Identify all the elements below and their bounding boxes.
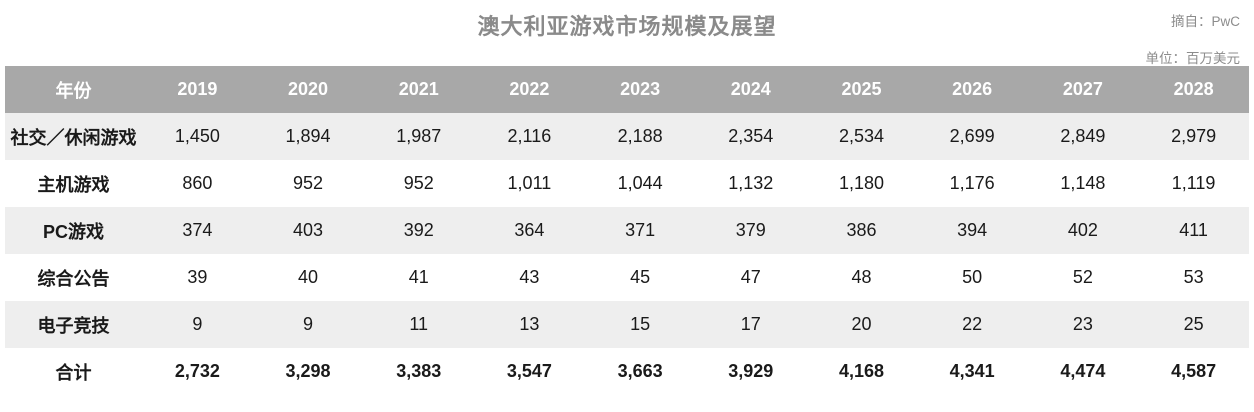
- row-label: 综合公告: [5, 254, 142, 301]
- cell-value: 4,587: [1138, 348, 1249, 395]
- cell-value: 374: [142, 207, 253, 254]
- cell-value: 3,547: [474, 348, 585, 395]
- column-header: 2024: [695, 66, 807, 113]
- cell-value: 1,987: [363, 113, 475, 160]
- table-row: 社交／休闲游戏 1,450 1,894 1,987 2,116 2,188 2,354 2,5…: [5, 113, 1249, 160]
- cell-value: 364: [474, 207, 585, 254]
- cell-value: 3,383: [363, 348, 475, 395]
- cell-value: 4,341: [916, 348, 1028, 395]
- source-note: 摘自：PwC: [1170, 14, 1240, 29]
- cell-value: 402: [1027, 207, 1139, 254]
- cell-value: 411: [1138, 207, 1249, 254]
- row-label: PC游戏: [5, 207, 142, 254]
- cell-value: 39: [142, 254, 253, 301]
- cell-value: 13: [474, 301, 585, 348]
- cell-value: 1,176: [916, 160, 1028, 207]
- cell-value: 52: [1027, 254, 1139, 301]
- cell-value: 22: [916, 301, 1028, 348]
- cell-value: 17: [695, 301, 807, 348]
- table-header: 年份 2019 2020 2021 2022 2023 2024 2025 20…: [5, 66, 1249, 113]
- cell-value: 2,849: [1027, 113, 1139, 160]
- column-header-year: 年份: [5, 66, 142, 113]
- cell-value: 23: [1027, 301, 1139, 348]
- cell-value: 4,168: [806, 348, 917, 395]
- cell-value: 2,354: [695, 113, 807, 160]
- cell-value: 386: [806, 207, 917, 254]
- column-header: 2022: [474, 66, 585, 113]
- table-row: 电子竞技 9 9 11 13 15 17 20 22 23 25: [5, 301, 1249, 348]
- table-row: 综合公告 39 40 41 43 45 47 48 50 52 53: [5, 254, 1249, 301]
- cell-value: 53: [1138, 254, 1249, 301]
- cell-value: 1,148: [1027, 160, 1139, 207]
- cell-value: 1,450: [142, 113, 253, 160]
- cell-value: 1,894: [252, 113, 364, 160]
- cell-value: 1,119: [1138, 160, 1249, 207]
- column-header: 2026: [916, 66, 1028, 113]
- unit-note: 单位：百万美元: [1145, 51, 1241, 66]
- cell-value: 9: [142, 301, 253, 348]
- cell-value: 952: [252, 160, 364, 207]
- cell-value: 15: [584, 301, 696, 348]
- page-title: 澳大利亚游戏市场规模及展望: [477, 14, 777, 39]
- cell-value: 3,663: [584, 348, 696, 395]
- cell-value: 860: [142, 160, 253, 207]
- cell-value: 50: [916, 254, 1028, 301]
- cell-value: 2,188: [584, 113, 696, 160]
- cell-value: 41: [363, 254, 475, 301]
- table-row: 合计 2,732 3,298 3,383 3,547 3,663 3,929 4,168 4,3…: [5, 348, 1249, 395]
- cell-value: 45: [584, 254, 696, 301]
- cell-value: 392: [363, 207, 475, 254]
- column-header: 2019: [142, 66, 253, 113]
- column-header: 2028: [1138, 66, 1249, 113]
- cell-value: 2,699: [916, 113, 1028, 160]
- cell-value: 394: [916, 207, 1028, 254]
- cell-value: 3,929: [695, 348, 807, 395]
- cell-value: 47: [695, 254, 807, 301]
- table-row: PC游戏 374 403 392 364 371 379 386 394 402 411: [5, 207, 1249, 254]
- column-header: 2021: [363, 66, 475, 113]
- cell-value: 952: [363, 160, 475, 207]
- page-header: 澳大利亚游戏市场规模及展望 摘自：PwC 单位：百万美元: [0, 0, 1254, 66]
- table-body: 社交／休闲游戏 1,450 1,894 1,987 2,116 2,188 2,354 2,5…: [5, 113, 1249, 395]
- row-label: 电子竞技: [5, 301, 142, 348]
- cell-value: 20: [806, 301, 917, 348]
- cell-value: 40: [252, 254, 364, 301]
- cell-value: 2,116: [474, 113, 585, 160]
- cell-value: 1,132: [695, 160, 807, 207]
- table-row: 主机游戏 860 952 952 1,011 1,044 1,132 1,180 1,176 1,…: [5, 160, 1249, 207]
- column-header: 2027: [1027, 66, 1139, 113]
- cell-value: 403: [252, 207, 364, 254]
- cell-value: 4,474: [1027, 348, 1139, 395]
- cell-value: 25: [1138, 301, 1249, 348]
- column-header: 2023: [584, 66, 696, 113]
- row-label: 社交／休闲游戏: [5, 113, 142, 160]
- row-label: 主机游戏: [5, 160, 142, 207]
- column-header: 2025: [806, 66, 917, 113]
- cell-value: 9: [252, 301, 364, 348]
- row-label: 合计: [5, 348, 142, 395]
- cell-value: 1,180: [806, 160, 917, 207]
- cell-value: 48: [806, 254, 917, 301]
- cell-value: 379: [695, 207, 807, 254]
- header-notes: 摘自：PwC 单位：百万美元: [1146, 10, 1241, 84]
- cell-value: 2,979: [1138, 113, 1249, 160]
- column-header: 2020: [252, 66, 364, 113]
- cell-value: 3,298: [252, 348, 364, 395]
- table-header-row: 年份 2019 2020 2021 2022 2023 2024 2025 20…: [5, 66, 1249, 113]
- cell-value: 43: [474, 254, 585, 301]
- cell-value: 371: [584, 207, 696, 254]
- cell-value: 1,011: [474, 160, 585, 207]
- cell-value: 1,044: [584, 160, 696, 207]
- market-size-table: 年份 2019 2020 2021 2022 2023 2024 2025 20…: [5, 66, 1249, 395]
- cell-value: 2,732: [142, 348, 253, 395]
- cell-value: 2,534: [806, 113, 917, 160]
- cell-value: 11: [363, 301, 475, 348]
